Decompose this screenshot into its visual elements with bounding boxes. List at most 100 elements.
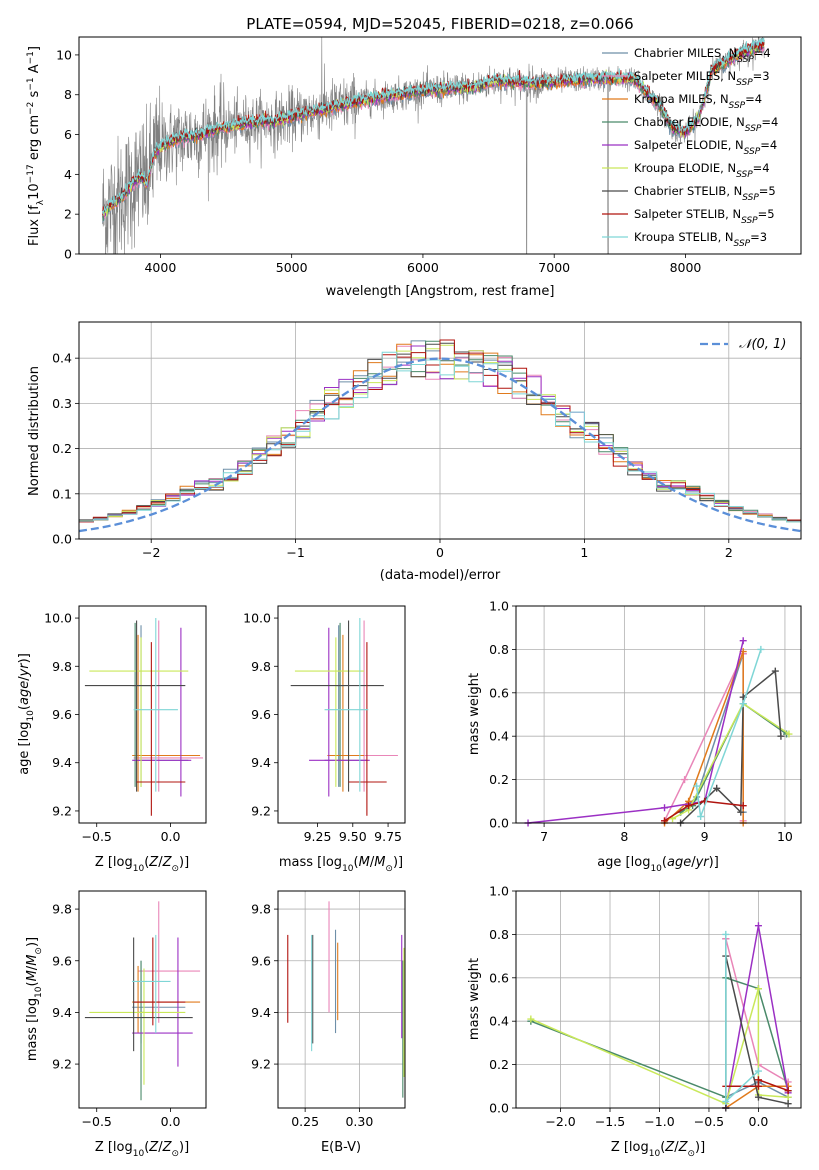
axes-frame [78, 36, 802, 255]
series-marker-chabrier_stelib [777, 732, 785, 740]
y-tick-label: 4 [64, 167, 72, 182]
x-tick-label: 8 [620, 829, 628, 844]
residuals-chart: −2 −1 0 1 2 0.0 0.1 0.2 0.3 0.4 (data-model)/error… [27, 321, 802, 583]
y-tick-label: 9.6 [251, 707, 271, 722]
series-marker-kroupa_elodie [784, 1093, 792, 1101]
y-tick-label: 9.8 [52, 902, 72, 917]
y-tick-label: 10 [56, 47, 72, 62]
series-marker-salpeter_miles [681, 776, 689, 784]
z-weight-chart: −2.0 −1.5 −1.0 −0.5 0.0 0.0 0.2 0.4 0.6 0.8 1.0 Z [… [467, 884, 802, 1159]
x-axis-label: Z [log10(Z/Z⊙)] [95, 1140, 189, 1159]
spectrum-chart: 4000 5000 6000 7000 8000 0 2 4 6 8 10 PLATE=0594, M… [26, 15, 802, 299]
series-marker-salpeter_stelib [739, 802, 747, 810]
x-axis-label: (data-model)/error [380, 568, 501, 583]
y-axis-label: Flux [fλ10−17 erg cm−2 s−1 A−1] [26, 46, 46, 246]
series-line-kroupa_elodie [672, 702, 790, 820]
x-tick-label: −1.5 [595, 1114, 625, 1129]
y-tick-label: 0.8 [489, 927, 509, 942]
axes-frame [78, 321, 802, 540]
series-line-chabrier_stelib [680, 669, 782, 824]
x-tick-label: 1 [580, 545, 588, 560]
legend-entry: Salpeter STELIB, NSSP=5 [634, 207, 775, 226]
y-tick-label: 9.4 [52, 755, 72, 770]
axes-frame [515, 890, 802, 1109]
x-tick-label: 7 [540, 829, 548, 844]
series-marker-kroupa_stelib [722, 1097, 730, 1105]
y-tick-label: 9.4 [251, 755, 271, 770]
x-axis-label: E(B-V) [321, 1140, 361, 1155]
histogram-step-salpeter_elodie [79, 345, 801, 522]
y-tick-label: 9.2 [52, 803, 72, 818]
y-tick-label: 0 [64, 247, 72, 262]
y-tick-label: 9.2 [251, 1057, 271, 1072]
mass-age-chart: 9.25 9.50 9.75 9.2 9.4 9.6 9.8 10.0 mass [log10(… [243, 605, 406, 874]
series-marker-kroupa_stelib [697, 812, 705, 820]
age-weight-chart: 7 8 9 10 0.0 0.2 0.4 0.6 0.8 1.0 age [log10(age/yr… [467, 599, 802, 874]
x-tick-label: −2 [142, 545, 160, 560]
y-tick-label: 9.2 [52, 1057, 72, 1072]
series-line-chabrier_stelib [725, 955, 789, 1108]
z-age-chart: −0.5 0.0 9.2 9.4 9.6 9.8 10.0 Z [log10(Z/Z⊙)] ag… [17, 605, 207, 874]
y-tick-label: 0.3 [52, 396, 72, 411]
z-mass-chart: −0.5 0.0 9.2 9.4 9.6 9.8 Z [log10(Z/Z⊙)] mass [… [25, 890, 207, 1159]
ebv-mass-chart: 0.25 0.30 9.2 9.4 9.6 9.8 E(B-V) [251, 890, 406, 1155]
legend-entry: Chabrier STELIB, NSSP=5 [634, 184, 776, 203]
y-tick-label: 0.6 [489, 970, 509, 985]
x-tick-label: 9.75 [374, 829, 402, 844]
x-tick-label: −1.0 [644, 1114, 674, 1129]
series-marker-salpeter_stelib [754, 1076, 762, 1084]
gaussian-reference-curve [79, 357, 801, 533]
x-tick-label: 0.0 [749, 1114, 769, 1129]
x-tick-label: 7000 [538, 260, 570, 275]
series-marker-salpeter_stelib [784, 1087, 792, 1095]
legend-entry: Salpeter ELODIE, NSSP=4 [634, 138, 777, 157]
legend-entry: Chabrier MILES, NSSP=4 [634, 46, 771, 65]
series-marker-chabrier_stelib [771, 667, 779, 675]
x-axis-label: Z [log10(Z/Z⊙)] [95, 855, 189, 874]
y-tick-label: 1.0 [489, 884, 509, 899]
y-axis-label: Normed distribution [27, 366, 42, 496]
x-tick-label: −1 [286, 545, 304, 560]
model-fit-line-kroupa_stelib [102, 37, 765, 215]
y-tick-label: 0.2 [52, 441, 72, 456]
x-tick-label: 10 [777, 829, 793, 844]
series-line-salpeter_elodie [725, 925, 789, 1109]
series-marker-kroupa_stelib [757, 645, 765, 653]
axes-frame [78, 890, 207, 1109]
y-tick-label: 8 [64, 87, 72, 102]
y-tick-label: 1.0 [489, 599, 509, 614]
x-tick-label: 4000 [144, 260, 176, 275]
x-axis-label: Z [log10(Z/Z⊙)] [611, 1140, 705, 1159]
x-tick-label: 9 [701, 829, 709, 844]
series-marker-kroupa_stelib [739, 700, 747, 708]
legend-entry: Chabrier ELODIE, NSSP=4 [634, 115, 778, 134]
series-line-salpeter_elodie [527, 640, 744, 824]
series-marker-kroupa_elodie [754, 985, 762, 993]
y-tick-label: 0.2 [489, 772, 509, 787]
x-tick-label: 9.50 [339, 829, 367, 844]
x-tick-label: −0.5 [82, 1114, 112, 1129]
series-marker-kroupa_stelib [693, 782, 701, 790]
legend-entry: Kroupa STELIB, NSSP=3 [634, 230, 767, 249]
x-axis-label: age [log10(age/yr)] [597, 855, 719, 874]
y-axis-label: age [log10(age/yr)] [17, 653, 36, 775]
x-tick-label: 8000 [670, 260, 702, 275]
y-axis-label: mass weight [467, 673, 482, 755]
axes-frame [277, 890, 406, 1109]
series-marker-salpeter_stelib [685, 802, 693, 810]
series-marker-kroupa_elodie [785, 730, 793, 738]
legend-entry: Salpeter MILES, NSSP=3 [634, 69, 770, 88]
y-tick-label: 2 [64, 207, 72, 222]
series-line-kroupa_stelib [695, 649, 762, 817]
series-line-salpeter_stelib [664, 800, 744, 822]
series-marker-kroupa_elodie [527, 1015, 535, 1023]
y-tick-label: 0.2 [489, 1057, 509, 1072]
series-marker-chabrier_stelib [784, 1100, 792, 1108]
series-marker-salpeter_elodie [739, 637, 747, 645]
y-tick-label: 10.0 [243, 611, 271, 626]
x-tick-label: 6000 [407, 260, 439, 275]
y-tick-label: 0.4 [489, 1014, 509, 1029]
x-tick-label: 0.30 [345, 1114, 373, 1129]
legend-entry: Kroupa ELODIE, NSSP=4 [634, 161, 770, 180]
